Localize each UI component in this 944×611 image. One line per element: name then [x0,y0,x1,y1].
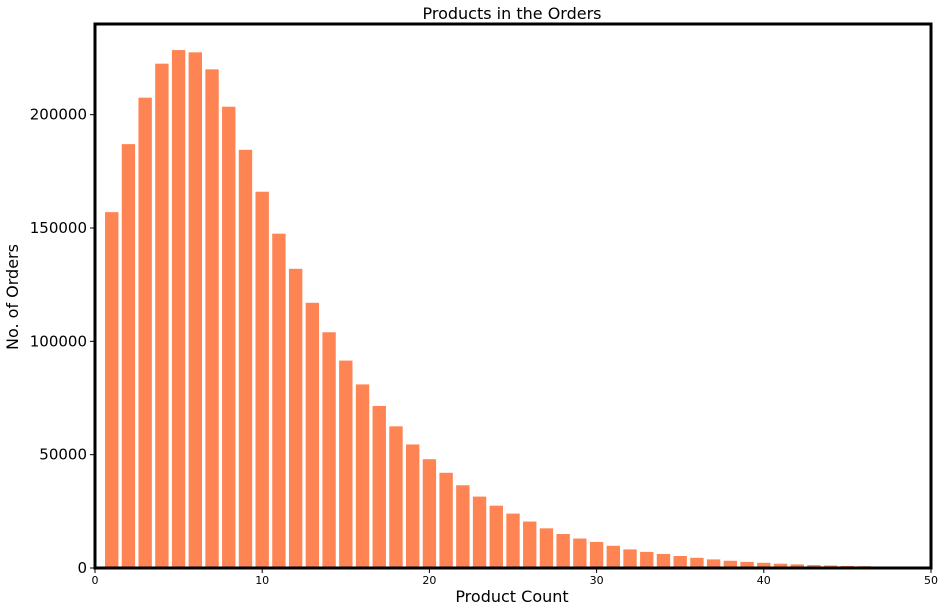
bar-35 [673,555,687,568]
bar-10 [255,191,269,568]
bar-40 [757,562,771,568]
y-ticks: 0 50000 100000 150000 200000 [30,106,95,577]
bar-2 [121,144,136,568]
chart-title: Products in the Orders [423,4,602,23]
bar-33 [640,551,654,568]
y-tick-label: 100000 [30,332,87,350]
bar-15 [339,360,353,568]
bar-34 [656,553,671,568]
bars-group [105,50,905,569]
bar-37 [706,559,721,568]
x-tick-label: 50 [924,574,938,587]
y-tick-label: 50000 [39,446,87,464]
x-tick-label: 30 [590,574,604,587]
bar-20 [422,459,437,568]
y-tick-label: 0 [77,559,87,577]
plot-frame [93,22,933,570]
bar-16 [355,384,370,568]
bar-42 [790,564,804,568]
bar-38 [723,560,738,568]
bar-19 [405,444,420,568]
x-tick-label: 40 [757,574,771,587]
y-tick-label: 150000 [30,219,87,237]
bar-7 [205,69,219,568]
bar-31 [606,545,621,568]
bar-17 [372,405,386,568]
bar-6 [188,52,203,569]
bar-8 [222,106,236,568]
y-axis-label: No. of Orders [3,244,22,350]
bar-11 [272,233,286,568]
bar-22 [456,485,470,568]
bar-24 [489,505,503,568]
bar-30 [589,541,604,568]
bar-36 [690,557,704,568]
bar-12 [288,268,303,568]
x-axis-label: Product Count [455,587,568,606]
bar-32 [623,549,637,568]
bar-14 [322,332,336,568]
x-tick-label: 0 [92,574,99,587]
bar-29 [573,538,587,568]
bar-9 [238,149,253,569]
bar-39 [740,561,754,568]
bar-26 [523,521,537,568]
bar-13 [305,302,320,568]
bar-4 [155,63,169,569]
x-tick-label: 20 [422,574,436,587]
bar-3 [138,97,152,569]
x-tick-label: 10 [255,574,269,587]
bar-27 [539,528,554,568]
bar-21 [439,472,453,568]
bar-1 [105,212,119,568]
bar-28 [556,534,570,568]
bar-25 [506,513,520,568]
bar-5 [171,50,186,569]
x-ticks: 0 10 20 30 40 50 [92,568,938,587]
y-tick-label: 200000 [30,106,87,124]
bar-18 [389,426,403,568]
bar-41 [773,563,788,568]
bar-23 [472,496,487,568]
